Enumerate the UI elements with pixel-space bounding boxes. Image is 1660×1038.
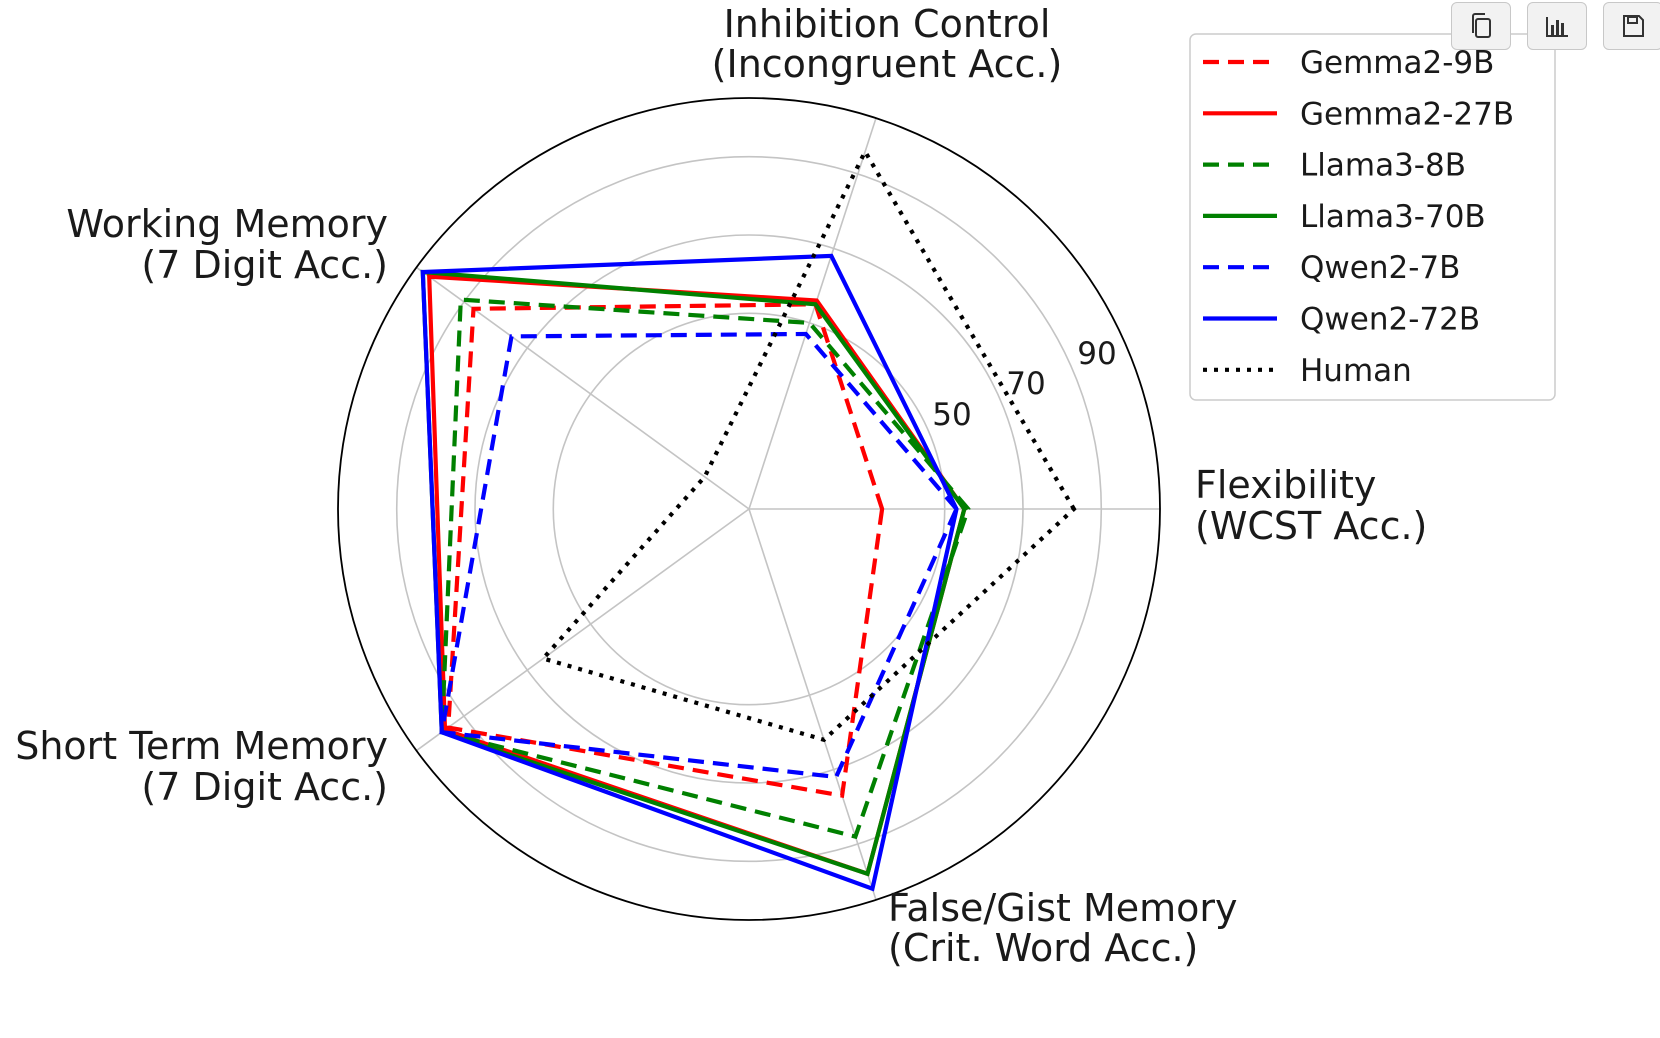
- axis-sublabel-short-term-memory: (7 Digit Acc.): [141, 765, 388, 809]
- outer-frame: [337, 97, 1161, 921]
- save-button[interactable]: [1603, 2, 1660, 50]
- chart-view-button[interactable]: [1527, 2, 1587, 50]
- axis-spoke: [748, 117, 877, 510]
- radar-labels: Flexibility (WCST Acc.) Inhibition Contr…: [15, 2, 1427, 970]
- axis-sublabel-working-memory: (7 Digit Acc.): [141, 243, 388, 287]
- axis-label-flexibility: Flexibility: [1195, 463, 1376, 507]
- legend-label-llama3-70b: Llama3-70B: [1300, 199, 1486, 235]
- radar-chart: Flexibility (WCST Acc.) Inhibition Contr…: [15, 2, 1556, 970]
- axis-label-short-term-memory: Short Term Memory: [15, 724, 388, 768]
- legend-label-gemma2-27b: Gemma2-27B: [1300, 96, 1514, 132]
- legend-label-qwen2-72b: Qwen2-72B: [1300, 302, 1480, 338]
- legend-frame: [1189, 33, 1556, 401]
- series-line-qwen2-72b: [420, 253, 959, 892]
- chart-toolbar: [1451, 2, 1660, 50]
- axis-label-working-memory: Working Memory: [66, 202, 388, 246]
- copy-icon: [1468, 11, 1494, 41]
- legend-label-human: Human: [1300, 353, 1412, 389]
- legend: Gemma2-9B Gemma2-27B Llama3-8B Llama3-70B Qw…: [1189, 33, 1556, 401]
- legend-label-gemma2-9b: Gemma2-9B: [1300, 45, 1494, 81]
- legend-label-qwen2-7b: Qwen2-7B: [1300, 250, 1460, 286]
- radial-tick-label-70: 70: [1006, 366, 1045, 402]
- copy-button[interactable]: [1451, 2, 1511, 50]
- series-line-llama3-8b: [439, 297, 971, 840]
- axis-sublabel-inhibition-control: (Incongruent Acc.): [712, 42, 1063, 86]
- axis-label-inhibition-control: Inhibition Control: [724, 2, 1051, 46]
- axis-sublabel-false-gist-memory: (Crit. Word Acc.): [888, 926, 1198, 970]
- radial-tick-label-90: 90: [1077, 336, 1116, 372]
- axis-label-false-gist-memory: False/Gist Memory: [888, 886, 1238, 930]
- series-line-gemma2-9b: [445, 302, 885, 799]
- axis-spoke: [416, 508, 750, 752]
- axis-spoke: [416, 266, 750, 510]
- series-line-human: [539, 147, 1077, 743]
- axis-sublabel-flexibility: (WCST Acc.): [1195, 504, 1427, 548]
- save-icon: [1620, 13, 1646, 39]
- legend-label-llama3-8b: Llama3-8B: [1300, 148, 1466, 184]
- bar-chart-icon: [1544, 13, 1570, 39]
- radial-tick-label-50: 50: [932, 397, 971, 433]
- series-line-qwen2-7b: [439, 331, 959, 780]
- radar-series: [420, 147, 1077, 892]
